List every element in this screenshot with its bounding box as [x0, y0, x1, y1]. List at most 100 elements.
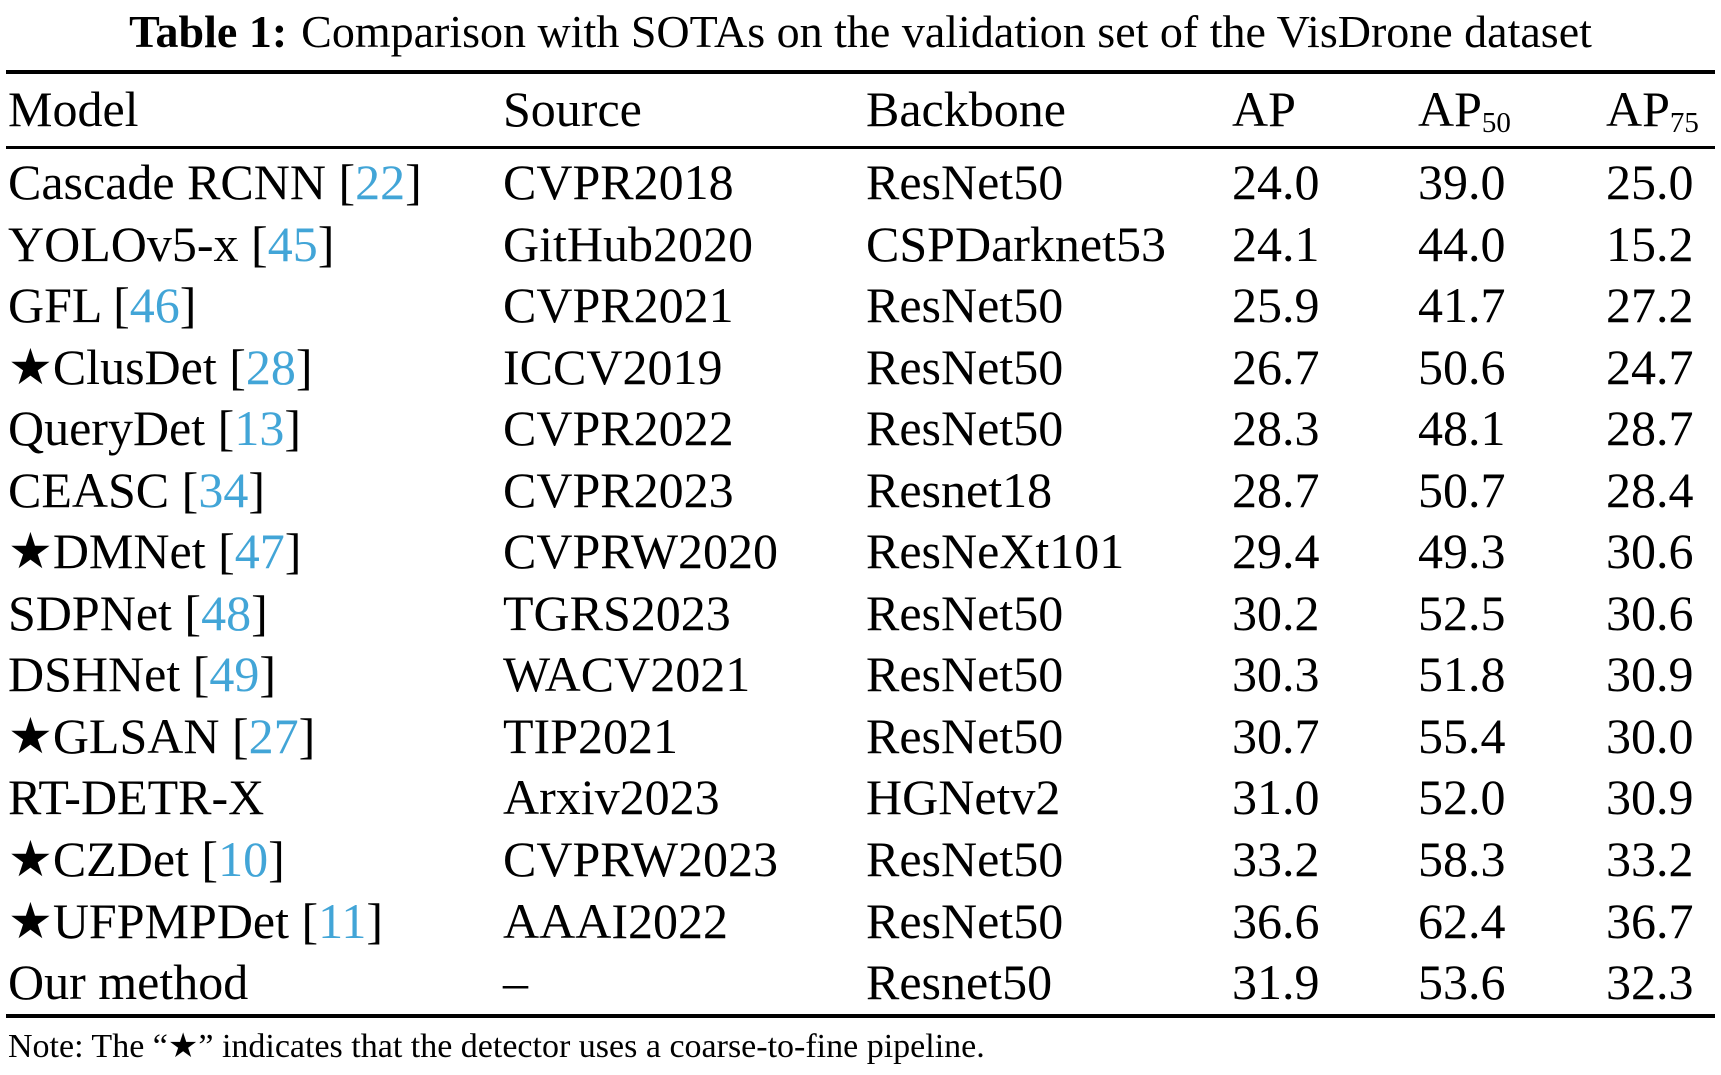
source-cell: CVPR2018 [503, 154, 734, 210]
column-header-model: Model [8, 81, 139, 137]
ap50-cell: 55.4 [1418, 707, 1506, 764]
ap-cell: 33.2 [1232, 831, 1320, 888]
table-footnote: Note: The “★” indicates that the detecto… [8, 1028, 985, 1065]
backbone-cell: Resnet18 [866, 461, 1053, 518]
table-row: GFL [46] CVPR2021 ResNet50 25.9 41.7 27.… [0, 275, 1721, 337]
ap50-cell: 50.6 [1418, 338, 1506, 395]
ap-cell: 28.7 [1232, 461, 1320, 518]
citation-link[interactable]: 22 [355, 154, 406, 210]
table-caption-label: Table 1: [129, 6, 288, 57]
ap-cell: 31.9 [1232, 954, 1320, 1011]
citation-link[interactable]: 28 [245, 338, 296, 395]
model-cell: RT-DETR-X [8, 769, 265, 826]
ap75-cell: 28.7 [1606, 400, 1694, 457]
table-header-rule [6, 146, 1715, 149]
model-cell: SDPNet [48] [8, 584, 268, 641]
citation-link[interactable]: 10 [218, 831, 269, 888]
citation-link[interactable]: 46 [129, 277, 180, 334]
citation-link[interactable]: 49 [209, 646, 260, 703]
ap50-cell: 39.0 [1418, 154, 1506, 210]
source-cell: CVPRW2023 [503, 831, 779, 888]
backbone-cell: ResNet50 [866, 646, 1064, 703]
ap50-cell: 51.8 [1418, 646, 1506, 703]
ap50-cell: 52.5 [1418, 584, 1506, 641]
model-cell: QueryDet [13] [8, 400, 301, 457]
column-header-ap50: AP50 [1418, 73, 1511, 146]
source-cell: GitHub2020 [503, 215, 753, 272]
model-cell: ★DMNet [47] [8, 523, 302, 580]
ap-cell: 31.0 [1232, 769, 1320, 826]
ap75-cell: 30.6 [1606, 523, 1694, 580]
backbone-cell: Resnet50 [866, 954, 1053, 1011]
table-row: ★CZDet [10] CVPRW2023 ResNet50 33.2 58.3… [0, 829, 1721, 891]
backbone-cell: ResNet50 [866, 338, 1064, 395]
ap-cell: 26.7 [1232, 338, 1320, 395]
table-row: DSHNet [49] WACV2021 ResNet50 30.3 51.8 … [0, 644, 1721, 706]
citation-link[interactable]: 34 [198, 461, 249, 518]
star-icon: ★ [8, 892, 53, 949]
ap-cell: 28.3 [1232, 400, 1320, 457]
star-icon: ★ [8, 523, 53, 580]
ap-cell: 30.2 [1232, 584, 1320, 641]
ap-cell: 29.4 [1232, 523, 1320, 580]
ap50-cell: 52.0 [1418, 769, 1506, 826]
backbone-cell: ResNet50 [866, 400, 1064, 457]
source-cell: ICCV2019 [503, 338, 723, 395]
table-header-row: Model Source Backbone AP AP50 AP75 [0, 73, 1721, 146]
backbone-cell: ResNet50 [866, 584, 1064, 641]
table-row: Our method – Resnet50 31.9 53.6 32.3 [0, 952, 1721, 1014]
table-bottom-rule [6, 1014, 1715, 1018]
table-row: ★UFPMPDet [11] AAAI2022 ResNet50 36.6 62… [0, 891, 1721, 953]
ap-cell: 30.3 [1232, 646, 1320, 703]
model-cell: GFL [46] [8, 277, 197, 334]
ap50-cell: 53.6 [1418, 954, 1506, 1011]
column-header-ap: AP [1232, 81, 1296, 137]
model-cell: CEASC [34] [8, 461, 265, 518]
table-row: ★DMNet [47] CVPRW2020 ResNeXt101 29.4 49… [0, 521, 1721, 583]
table-row: ★ClusDet [28] ICCV2019 ResNet50 26.7 50.… [0, 337, 1721, 399]
backbone-cell: ResNet50 [866, 154, 1064, 210]
ap-cell: 36.6 [1232, 892, 1320, 949]
table-row: SDPNet [48] TGRS2023 ResNet50 30.2 52.5 … [0, 583, 1721, 645]
model-cell: Our method [8, 954, 249, 1011]
source-cell: CVPR2021 [503, 277, 734, 334]
backbone-cell: ResNet50 [866, 892, 1064, 949]
star-icon: ★ [8, 831, 53, 888]
table-caption: Table 1: Comparison with SOTAs on the val… [0, 0, 1721, 68]
model-cell: DSHNet [49] [8, 646, 277, 703]
ap75-cell: 30.0 [1606, 707, 1694, 764]
ap75-cell: 33.2 [1606, 831, 1694, 888]
citation-link[interactable]: 45 [267, 215, 318, 272]
ap75-cell: 25.0 [1606, 154, 1694, 210]
ap50-cell: 58.3 [1418, 831, 1506, 888]
ap75-cell: 24.7 [1606, 338, 1694, 395]
citation-link[interactable]: 48 [201, 584, 252, 641]
star-icon: ★ [8, 707, 53, 764]
backbone-cell: ResNet50 [866, 277, 1064, 334]
citation-link[interactable]: 13 [234, 400, 285, 457]
column-header-backbone: Backbone [866, 81, 1066, 137]
source-cell: – [503, 954, 528, 1011]
ap75-cell: 30.6 [1606, 584, 1694, 641]
table-row: QueryDet [13] CVPR2022 ResNet50 28.3 48.… [0, 398, 1721, 460]
source-cell: AAAI2022 [503, 892, 728, 949]
citation-link[interactable]: 47 [234, 523, 285, 580]
ap50-cell: 41.7 [1418, 277, 1506, 334]
ap75-cell: 30.9 [1606, 769, 1694, 826]
backbone-cell: HGNetv2 [866, 769, 1061, 826]
model-cell: ★GLSAN [27] [8, 707, 316, 764]
source-cell: CVPR2022 [503, 400, 734, 457]
citation-link[interactable]: 11 [318, 892, 367, 949]
ap75-base: AP [1606, 81, 1670, 137]
ap50-cell: 48.1 [1418, 400, 1506, 457]
citation-link[interactable]: 27 [248, 707, 299, 764]
ap75-cell: 27.2 [1606, 277, 1694, 334]
star-icon: ★ [8, 338, 53, 395]
model-cell: ★CZDet [10] [8, 831, 285, 888]
source-cell: TIP2021 [503, 707, 678, 764]
table-caption-text: Comparison with SOTAs on the validation … [301, 6, 1592, 57]
model-cell: YOLOv5-x [45] [8, 215, 335, 272]
table-row: Cascade RCNN [22] CVPR2018 ResNet50 24.0… [0, 152, 1721, 214]
source-cell: Arxiv2023 [503, 769, 720, 826]
